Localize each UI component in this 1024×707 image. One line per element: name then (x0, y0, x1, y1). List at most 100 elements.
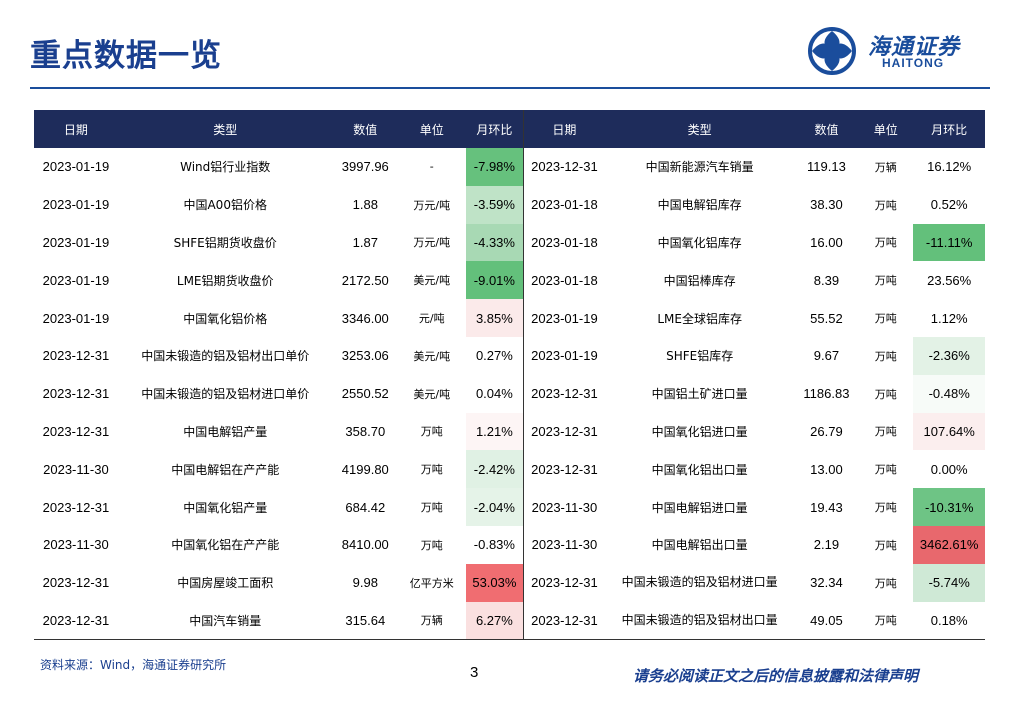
cell-pct: -5.74% (913, 563, 985, 602)
cell-value: 38.30 (810, 197, 843, 213)
cell-pct: 1.21% (465, 412, 525, 451)
column-header: 数值 (794, 110, 859, 148)
cell-pct: -2.04% (465, 488, 525, 526)
source-note: 资料来源：Wind，海通证券研究所 (40, 658, 227, 672)
cell-date: 2023-01-18 (531, 197, 598, 213)
cell-pct: -7.98% (465, 148, 525, 186)
cell-value: 19.43 (810, 499, 843, 515)
cell-value: 4199.80 (341, 461, 389, 477)
cell-unit: 万吨 (874, 425, 897, 439)
cell-date: 2023-01-19 (42, 234, 110, 250)
cell-value: 3253.06 (341, 348, 389, 364)
cell-date: 2023-12-31 (34, 601, 118, 641)
table-row: 2023-01-19 中国A00铝价格 1.88 万元/吨 -3.59% 2023-01-… (34, 185, 985, 224)
cell-unit: 美元/吨 (413, 387, 451, 401)
cell-value: 8.39 (813, 272, 840, 288)
cell-pct: 3462.61% (913, 525, 985, 564)
cell-unit: 万吨 (420, 425, 443, 439)
cell-date: 2023-01-19 (42, 272, 110, 288)
cell-value: 49.05 (794, 601, 859, 641)
cell-unit: 万吨 (874, 274, 897, 288)
cell-pct: -2.36% (913, 336, 985, 375)
cell-unit: 美元/吨 (413, 349, 451, 363)
cell-pct: -0.83% (465, 525, 525, 564)
cell-date: 2023-12-31 (523, 601, 605, 641)
cell-pct: -2.42% (465, 450, 525, 489)
cell-value: 2172.50 (341, 272, 389, 288)
column-header: 数值 (332, 110, 399, 148)
cell-type: 中国A00铝价格 (183, 198, 267, 213)
cell-type: 中国电解铝在产产能 (171, 462, 280, 477)
cell-type: SHFE铝期货收盘价 (173, 235, 277, 250)
cell-date: 2023-12-31 (42, 423, 110, 439)
cell-value: 684.42 (345, 499, 386, 515)
cell-value: 315.64 (332, 601, 399, 641)
cell-type: 中国汽车销量 (117, 601, 333, 641)
table-body: 2023-01-19 Wind铝行业指数 3997.96 - -7.98% 2023-12… (34, 148, 985, 641)
cell-date: 2023-01-18 (531, 234, 598, 250)
cell-pct: -10.31% (913, 488, 985, 526)
cell-type: LME铝期货收盘价 (176, 273, 274, 288)
cell-pct: -3.59% (465, 185, 525, 224)
column-header: 单位 (858, 110, 914, 148)
cell-date: 2023-12-31 (42, 575, 110, 591)
table-row: 2023-12-31 中国汽车销量 315.64 万辆 6.27% 2023-12-31 中… (34, 601, 985, 641)
cell-date: 2023-12-31 (42, 386, 110, 402)
cell-unit: 万吨 (874, 198, 897, 212)
cell-date: 2023-12-31 (531, 386, 598, 402)
cell-unit: 亿平方米 (409, 576, 454, 590)
cell-value: 2550.52 (341, 386, 389, 402)
cell-type: 中国铝棒库存 (663, 273, 736, 288)
cell-date: 2023-01-19 (42, 197, 110, 213)
page-title: 重点数据一览 (30, 38, 222, 74)
cell-unit: 元/吨 (418, 312, 445, 326)
cell-unit: 万吨 (420, 538, 443, 552)
cell-date: 2023-01-18 (531, 272, 598, 288)
cell-pct: 0.52% (913, 185, 985, 224)
cell-pct: 0.18% (913, 601, 985, 641)
table-row: 2023-11-30 中国电解铝在产产能 4199.80 万吨 -2.42% 2023-1… (34, 450, 985, 489)
cell-unit: 万元/吨 (413, 236, 451, 250)
cell-unit: 万吨 (874, 501, 897, 515)
cell-unit: 万吨 (874, 312, 897, 326)
cell-unit: 万吨 (420, 463, 443, 477)
key-data-table: 日期 类型 数值 单位 月环比 日期 类型 数值 单位 月环比 2023-01-19 Wind铝行业… (34, 110, 985, 641)
cell-type: 中国氧化铝价格 (183, 311, 268, 326)
cell-date: 2023-12-31 (531, 159, 598, 175)
cell-pct: 53.03% (465, 563, 525, 602)
cell-type: 中国电解铝出口量 (651, 538, 748, 553)
cell-date: 2023-01-19 (42, 310, 110, 326)
column-header: 月环比 (913, 110, 985, 148)
table-row: 2023-01-19 SHFE铝期货收盘价 1.87 万元/吨 -4.33% 2023-0… (34, 223, 985, 262)
cell-type: 中国氧化铝在产产能 (171, 538, 280, 553)
disclaimer-text: 请务必阅读正文之后的信息披露和法律声明 (633, 667, 919, 685)
cell-type: 中国氧化铝库存 (657, 235, 742, 250)
table-row: 2023-12-31 中国电解铝产量 358.70 万吨 1.21% 2023-12-31… (34, 412, 985, 451)
haitong-logo: 海通证券 HAITONG (806, 27, 986, 75)
table-row: 2023-01-19 LME铝期货收盘价 2172.50 美元/吨 -9.01% 2023… (34, 261, 985, 300)
column-header: 日期 (523, 110, 605, 148)
table-row: 2023-01-19 中国氧化铝价格 3346.00 元/吨 3.85% 2023-01-… (34, 299, 985, 337)
table-header-row: 日期 类型 数值 单位 月环比 日期 类型 数值 单位 月环比 (34, 110, 985, 148)
header-divider (30, 87, 990, 89)
cell-type: 中国房屋竣工面积 (177, 576, 274, 591)
logo-english-name: HAITONG (882, 56, 945, 70)
cell-type: 中国氧化铝进口量 (651, 424, 748, 439)
cell-date: 2023-12-31 (531, 423, 598, 439)
cell-date: 2023-11-30 (531, 499, 598, 515)
logo-chinese-name: 海通证券 (868, 34, 961, 60)
cell-value: 2.19 (813, 537, 840, 553)
cell-pct: 0.00% (913, 450, 985, 489)
cell-unit: 万吨 (874, 463, 897, 477)
cell-unit: 万元/吨 (413, 198, 451, 212)
cell-date: 2023-01-19 (42, 159, 110, 175)
cell-unit: 万吨 (874, 538, 897, 552)
cell-unit: 万吨 (874, 349, 897, 363)
column-header: 类型 (604, 110, 795, 148)
cell-pct: -4.33% (465, 223, 525, 262)
column-header: 单位 (398, 110, 466, 148)
cell-date: 2023-11-30 (43, 537, 109, 553)
cell-unit: 万吨 (874, 236, 897, 250)
cell-pct: 3.85% (465, 299, 525, 337)
cell-unit: 美元/吨 (413, 274, 451, 288)
